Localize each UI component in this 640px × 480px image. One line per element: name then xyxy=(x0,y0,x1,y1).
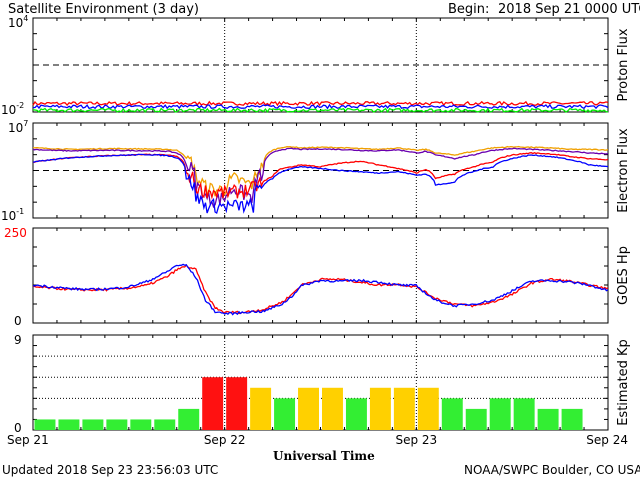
kp-y-tick-label-high: 9 xyxy=(14,333,22,347)
x-tick-label: Sep 22 xyxy=(204,433,246,447)
x-tick-label: Sep 24 xyxy=(586,433,628,447)
plot-title: Satellite Environment (3 day) xyxy=(8,2,199,17)
kp-bar xyxy=(513,398,535,430)
kp-bar xyxy=(130,419,152,430)
kp-bar xyxy=(369,387,391,430)
kp-bar xyxy=(202,377,224,430)
hp-panel-frame xyxy=(32,227,609,324)
kp-bar xyxy=(298,387,319,430)
kp-panel-frame xyxy=(32,334,609,431)
kp-bar xyxy=(178,408,200,430)
electron-y-tick-label-low: 10-1 xyxy=(1,207,24,223)
kp-bar xyxy=(34,419,56,430)
electron-series-orange xyxy=(33,145,608,197)
kp-bar xyxy=(465,408,487,430)
kp-bar xyxy=(537,408,559,430)
kp-bar xyxy=(393,387,415,430)
kp-bar xyxy=(226,377,248,430)
proton-y-tick-label-low: 10-2 xyxy=(1,101,24,117)
kp-bar xyxy=(441,398,463,430)
electron-axis-title: Electron Flux xyxy=(616,128,631,213)
proton-axis-title: Proton Flux xyxy=(616,28,631,101)
kp-bar xyxy=(106,419,128,430)
kp-axis-title: Estimated Kp xyxy=(616,339,631,426)
hp-axis-title: GOES Hp xyxy=(616,246,631,305)
electron-line-orange xyxy=(33,145,608,197)
electron-line-purple xyxy=(33,147,608,209)
electron-line-blue xyxy=(33,153,608,215)
kp-bar xyxy=(561,408,583,430)
x-tick-label: Sep 23 xyxy=(395,433,437,447)
kp-bar xyxy=(322,387,343,430)
kp-bar xyxy=(489,398,511,430)
kp-bar xyxy=(274,398,296,430)
kp-bar xyxy=(250,387,272,430)
electron-y-tick-label-high: 107 xyxy=(8,119,28,135)
credit-line: NOAA/SWPC Boulder, CO USA xyxy=(464,463,640,477)
electron-panel-frame xyxy=(32,122,609,219)
hp-y-tick-label-high: 250 xyxy=(4,226,27,240)
kp-y-tick-label-low: 0 xyxy=(14,421,22,435)
hp-line-blue xyxy=(33,263,608,316)
kp-bar xyxy=(417,387,439,430)
proton-series-red xyxy=(32,100,609,107)
kp-bar xyxy=(154,419,176,430)
proton-panel-frame xyxy=(32,17,609,113)
hp-y-tick-label-low: 0 xyxy=(14,314,22,328)
hp-series-red xyxy=(33,264,608,315)
updated-timestamp: Updated 2018 Sep 23 23:56:03 UTC xyxy=(2,463,219,477)
proton-y-tick-label-high: 104 xyxy=(8,14,28,30)
kp-bar xyxy=(345,398,367,430)
electron-series-blue xyxy=(33,153,608,215)
kp-bar xyxy=(58,419,80,430)
begin-label: Begin: xyxy=(448,2,490,17)
electron-series-purple xyxy=(33,147,608,209)
kp-bar xyxy=(82,419,104,430)
hp-line-red xyxy=(33,264,608,315)
x-tick-label: Sep 21 xyxy=(7,433,49,447)
proton-series-blue xyxy=(32,103,609,110)
begin-value: 2018 Sep 21 0000 UTC xyxy=(498,2,640,17)
proton-series-green xyxy=(32,107,609,114)
x-axis-title: Universal Time xyxy=(273,449,375,463)
hp-series-blue xyxy=(33,263,608,316)
